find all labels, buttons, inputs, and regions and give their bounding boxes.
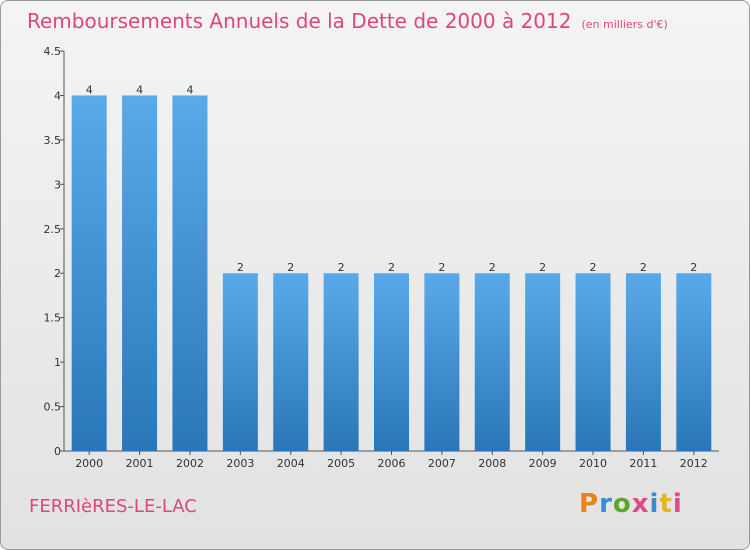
y-tick-label: 0.5: [44, 401, 62, 414]
bar: [424, 273, 460, 451]
logo-letter: i: [672, 489, 683, 519]
x-tick-label: 2002: [176, 457, 204, 470]
bar-data-label: 2: [338, 261, 345, 274]
logo-letter: i: [649, 489, 660, 519]
x-tick-label: 2006: [378, 457, 406, 470]
y-tick-label: 3: [54, 178, 61, 191]
bar: [71, 95, 107, 451]
x-tick-label: 2011: [629, 457, 657, 470]
logo-letter: P: [579, 489, 600, 519]
logo-letter: r: [599, 489, 613, 519]
y-tick-label: 4: [54, 89, 61, 102]
x-tick-label: 2004: [277, 457, 305, 470]
bar-data-label: 2: [287, 261, 294, 274]
proxiti-logo: Proxiti: [579, 489, 683, 519]
bar-data-label: 2: [388, 261, 395, 274]
x-tick-label: 2001: [126, 457, 154, 470]
bar: [474, 273, 510, 451]
commune-name: FERRIèRES-LE-LAC: [29, 496, 197, 517]
chart-unit-label: (en milliers d'€): [581, 18, 668, 31]
x-tick-label: 2007: [428, 457, 456, 470]
y-tick-label: 2: [54, 267, 61, 280]
bar: [222, 273, 258, 451]
chart-title: Remboursements Annuels de la Dette de 20…: [27, 9, 668, 33]
x-tick-label: 2010: [579, 457, 607, 470]
x-tick-label: 2012: [680, 457, 708, 470]
bar: [525, 273, 561, 451]
chart-title-text: Remboursements Annuels de la Dette de 20…: [27, 9, 572, 33]
x-tick-label: 2000: [75, 457, 103, 470]
bar: [676, 273, 712, 451]
y-tick-label: 0: [54, 445, 61, 458]
x-tick-label: 2005: [327, 457, 355, 470]
bar-data-label: 2: [489, 261, 496, 274]
y-tick-label: 2.5: [44, 223, 62, 236]
bar: [374, 273, 409, 451]
bar: [273, 273, 309, 451]
y-tick-label: 3.5: [44, 134, 62, 147]
logo-letter: t: [659, 489, 673, 519]
bar: [575, 273, 611, 451]
logo-letter: x: [631, 489, 650, 519]
bar-data-label: 2: [539, 261, 546, 274]
x-tick-label: 2003: [226, 457, 254, 470]
bar-data-label: 2: [438, 261, 445, 274]
bar: [172, 95, 208, 451]
y-tick-label: 4.5: [44, 45, 62, 58]
bar: [122, 95, 158, 451]
y-tick-label: 1.5: [44, 312, 62, 325]
bar: [625, 273, 661, 451]
logo-letter: o: [612, 489, 632, 519]
x-tick-label: 2008: [478, 457, 506, 470]
bar-data-label: 4: [86, 83, 93, 96]
bar-data-label: 2: [640, 261, 647, 274]
bar-data-label: 4: [136, 83, 143, 96]
bar-data-label: 2: [237, 261, 244, 274]
bar-data-label: 4: [186, 83, 193, 96]
bar-data-label: 2: [690, 261, 697, 274]
y-tick-label: 1: [54, 356, 61, 369]
bar-data-label: 2: [590, 261, 597, 274]
x-tick-label: 2009: [529, 457, 557, 470]
bar: [323, 273, 359, 451]
